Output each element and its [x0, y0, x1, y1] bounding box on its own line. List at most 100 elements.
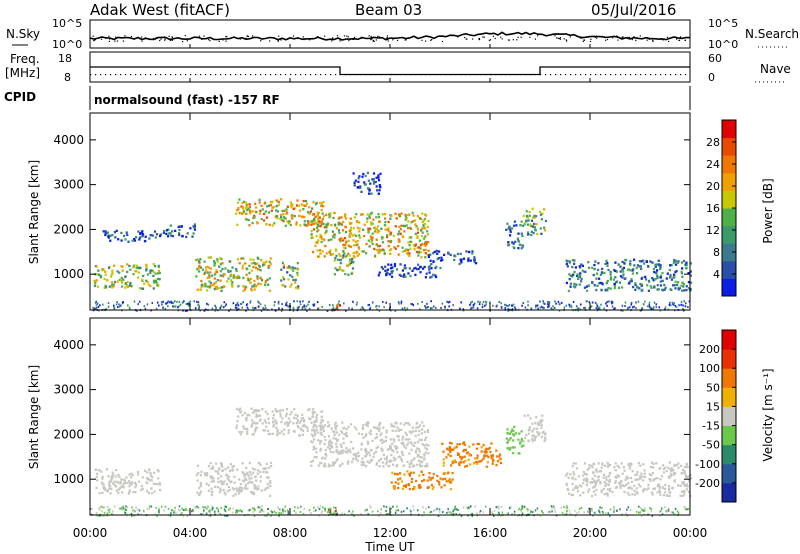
- data-cell: [349, 423, 353, 426]
- data-cell: [227, 479, 230, 482]
- clutter-cell: [171, 509, 174, 512]
- data-cell: [120, 276, 123, 280]
- data-cell: [363, 181, 366, 184]
- data-cell: [633, 484, 636, 487]
- data-cell: [147, 492, 150, 495]
- data-cell: [265, 222, 268, 226]
- clutter-cell: [225, 303, 227, 306]
- nsky-dot: [225, 35, 227, 38]
- data-cell: [371, 239, 374, 242]
- nsky-dot: [164, 39, 166, 41]
- data-cell: [339, 222, 342, 225]
- data-cell: [354, 240, 357, 243]
- data-cell: [606, 461, 609, 464]
- data-cell: [242, 425, 245, 428]
- data-cell: [579, 272, 582, 275]
- clutter-cell: [553, 508, 556, 511]
- data-cell: [421, 480, 424, 483]
- clutter-cell: [215, 507, 218, 509]
- data-cell: [192, 232, 195, 235]
- clutter-cell: [94, 301, 97, 304]
- data-cell: [428, 271, 431, 274]
- clutter-cell: [526, 507, 528, 510]
- nsky-dot: [587, 36, 589, 38]
- data-cell: [141, 476, 144, 479]
- data-cell: [482, 443, 485, 447]
- data-cell: [322, 201, 325, 204]
- data-cell: [426, 486, 429, 489]
- data-cell: [682, 259, 686, 263]
- clutter-cell: [619, 508, 621, 511]
- data-cell: [255, 415, 258, 418]
- data-cell: [149, 479, 152, 482]
- colorbar-swatch: [722, 155, 736, 174]
- colorbar-tick-label: 16: [706, 202, 720, 215]
- data-cell: [606, 264, 609, 267]
- data-cell: [316, 230, 319, 233]
- data-cell: [256, 414, 260, 418]
- data-cell: [300, 419, 303, 423]
- data-cell: [259, 414, 262, 417]
- nsky-dot: [239, 38, 241, 40]
- clutter-cell: [637, 300, 640, 303]
- clutter-cell: [481, 306, 484, 309]
- data-cell: [661, 279, 664, 282]
- data-cell: [269, 481, 272, 484]
- clutter-cell: [241, 510, 243, 513]
- clutter-cell: [245, 304, 248, 306]
- nsky-dot: [674, 36, 676, 38]
- clutter-cell: [366, 508, 368, 511]
- nsky-dot: [169, 38, 171, 40]
- data-cell: [413, 244, 416, 248]
- data-cell: [669, 274, 672, 277]
- data-cell: [373, 247, 376, 251]
- data-cell: [614, 480, 617, 483]
- data-cell: [619, 275, 623, 278]
- data-cell: [397, 429, 400, 432]
- data-cell: [332, 462, 335, 465]
- clutter-cell: [479, 511, 481, 514]
- clutter-cell: [178, 300, 181, 303]
- data-cell: [369, 433, 372, 436]
- clutter-cell: [160, 505, 163, 508]
- data-cell: [315, 451, 318, 454]
- data-cell: [344, 225, 348, 229]
- clutter-cell: [252, 511, 254, 514]
- clutter-cell: [306, 309, 308, 312]
- nave-dot: [150, 74, 152, 76]
- data-cell: [342, 441, 345, 445]
- data-cell: [212, 467, 215, 470]
- nave-dot: [340, 74, 342, 76]
- clutter-cell: [95, 303, 98, 306]
- data-cell: [332, 430, 335, 433]
- data-cell: [366, 453, 369, 456]
- data-cell: [524, 222, 527, 225]
- data-cell: [517, 438, 520, 441]
- data-cell: [594, 493, 597, 496]
- data-cell: [639, 264, 642, 268]
- data-cell: [565, 281, 568, 285]
- data-cell: [462, 461, 465, 464]
- data-cell: [669, 472, 672, 475]
- clutter-cell: [174, 305, 177, 308]
- data-cell: [413, 248, 416, 251]
- data-cell: [209, 267, 212, 270]
- nsky-dot: [139, 38, 141, 40]
- data-cell: [568, 273, 571, 276]
- data-cell: [117, 488, 120, 491]
- data-cell: [308, 212, 311, 215]
- clutter-cell: [498, 507, 500, 510]
- clutter-cell: [557, 300, 560, 303]
- data-cell: [473, 256, 476, 259]
- clutter-cell: [351, 307, 353, 310]
- data-cell: [241, 462, 244, 465]
- clutter-cell: [472, 306, 475, 309]
- data-cell: [281, 209, 284, 213]
- clutter-cell: [99, 514, 102, 517]
- data-cell: [623, 490, 626, 493]
- data-cell: [196, 491, 199, 494]
- data-cell: [281, 409, 285, 412]
- data-cell: [644, 278, 648, 281]
- clutter-cell: [598, 511, 601, 514]
- beam-title: Beam 03: [355, 1, 422, 19]
